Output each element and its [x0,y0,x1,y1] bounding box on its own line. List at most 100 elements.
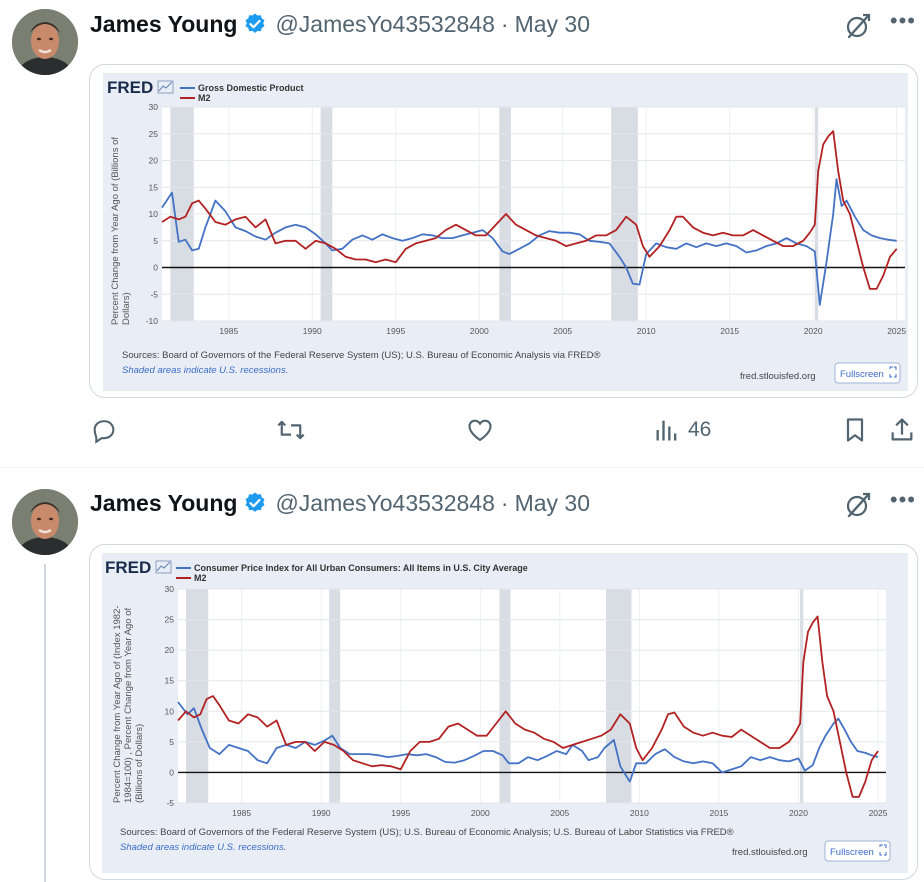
series-line-m2 [161,130,898,290]
more-options-icon[interactable]: ••• [889,487,916,512]
x-tick-label: 2020 [789,808,808,818]
fred-logo: FRED [107,78,153,97]
recession-note: Shaded areas indicate U.S. recessions. [122,365,288,376]
avatar[interactable] [12,489,78,555]
verified-badge-icon [243,491,267,515]
fred-logo: FRED [105,558,151,577]
chart-image[interactable]: 30 25 20 15 10 5 0 -5 1985 1990 1995 2000 2005 2010 2… [89,544,918,880]
y-axis-label-line: Percent Change from Year Ago of (Billion… [110,137,121,325]
y-tick-label: 10 [165,706,175,716]
more-options-icon[interactable]: ••• [889,8,916,33]
x-tick-label: 1995 [391,808,410,818]
tweet-header: James Young @JamesYo43532848 · May 30 [90,486,590,520]
tweet[interactable]: James Young @JamesYo43532848 · May 30 ••… [0,0,924,468]
reply-button[interactable] [90,416,118,444]
expand-icon [879,844,887,856]
separator: · [500,10,509,37]
grok-icon[interactable] [844,12,872,45]
retweet-button[interactable] [276,416,306,444]
fred-sparkline-icon [155,560,172,574]
y-tick-label: 15 [165,676,175,686]
legend-label-cpi: Consumer Price Index for All Urban Consu… [194,563,528,573]
series-line-m2 [177,615,879,798]
x-tick-label: 2020 [804,326,823,336]
x-tick-label: 2010 [637,326,656,336]
y-tick-label: 15 [149,182,159,192]
separator: · [500,489,509,516]
x-tick-label: 1985 [232,808,251,818]
heart-icon [468,419,492,442]
like-button[interactable] [466,416,494,444]
fullscreen-button[interactable]: Fullscreen [834,362,901,384]
share-button[interactable] [888,416,916,444]
site-url: fred.stlouisfed.org [740,371,816,382]
y-tick-label: 20 [165,645,175,655]
x-tick-label: 1990 [312,808,331,818]
y-tick-label: 10 [149,209,159,219]
y-tick-label: 0 [153,263,158,273]
recession-band [605,589,632,803]
bookmark-icon [846,418,864,442]
y-axis-label-line: (Billions of Dollars) [134,724,145,803]
x-tick-label: 2010 [630,808,649,818]
author-handle[interactable]: @JamesYo43532848 [275,489,495,516]
legend-label-m2: M2 [194,573,207,583]
x-tick-label: 1995 [386,326,405,336]
thread-connector [44,564,46,882]
y-axis-label: Percent Change from Year Ago of (Index 1… [112,605,145,803]
y-tick-label: -5 [166,798,174,808]
y-tick-label: 5 [153,236,158,246]
y-tick-label: 30 [149,102,159,112]
x-tick-label: 2005 [553,326,572,336]
y-tick-label: 5 [169,737,174,747]
x-tick-label: 2025 [869,808,888,818]
y-axis-label-line: Percent Change from Year Ago of (Index 1… [112,605,123,803]
plot-area [178,589,886,803]
source-text: Sources: Board of Governors of the Feder… [120,827,734,838]
y-tick-label: -10 [146,316,159,326]
site-url: fred.stlouisfed.org [732,847,808,858]
verified-badge-icon [243,12,267,36]
series-line-primary [161,178,897,306]
tweet-date[interactable]: May 30 [514,10,590,37]
retweet-icon [277,420,305,440]
tweet-header: James Young @JamesYo43532848 · May 30 [90,7,590,41]
author-name[interactable]: James Young [90,10,238,37]
y-tick-label: 30 [165,584,175,594]
x-tick-label: 2000 [470,326,489,336]
reply-icon [93,420,115,444]
tweet[interactable]: James Young @JamesYo43532848 · May 30 ••… [0,468,924,882]
grok-icon[interactable] [844,491,872,524]
x-tick-label: 1985 [219,326,238,336]
fred-sparkline-icon [157,80,174,94]
views-count: 46 [688,418,712,441]
y-tick-label: 20 [149,156,159,166]
avatar[interactable] [12,9,78,75]
bookmark-button[interactable] [842,416,868,444]
y-tick-label: 25 [165,615,175,625]
tweet-date[interactable]: May 30 [514,489,590,516]
share-icon [891,418,913,441]
fullscreen-label: Fullscreen [830,847,874,858]
tweet-actions: 46 [90,414,920,454]
author-name[interactable]: James Young [90,489,238,516]
author-handle[interactable]: @JamesYo43532848 [275,10,495,37]
chart-image[interactable]: 30 25 20 15 10 5 0 -5 -10 1985 1990 1995 2000 2005 20… [89,64,918,398]
recession-band [185,589,209,803]
fullscreen-button[interactable]: Fullscreen [824,840,891,862]
x-tick-label: 2005 [550,808,569,818]
series-line-primary [177,701,879,783]
legend-label-m2: M2 [198,93,211,103]
source-text: Sources: Board of Governors of the Feder… [122,350,601,361]
y-tick-label: 25 [149,129,159,139]
views-button[interactable]: 46 [654,416,711,444]
x-tick-label: 2015 [709,808,728,818]
recession-band [329,589,341,803]
recession-note: Shaded areas indicate U.S. recessions. [120,842,286,853]
y-tick-label: 0 [169,767,174,777]
y-axis-label-line: 1984=100) , Percent Change from Year Ago… [123,607,134,803]
y-tick-label: -5 [150,289,158,299]
y-axis-label: Percent Change from Year Ago of (Billion… [110,137,132,325]
